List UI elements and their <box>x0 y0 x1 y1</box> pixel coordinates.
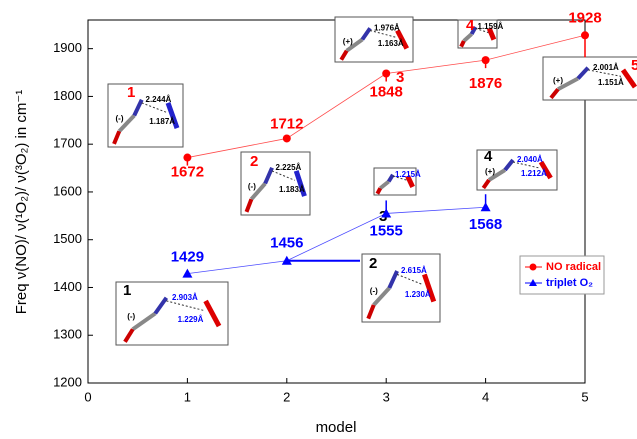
x-tick-label: 3 <box>383 389 390 404</box>
inset-label: 1.183Å <box>279 185 305 194</box>
y-tick-label: 1800 <box>53 88 82 103</box>
inset-label: 1.230Å <box>405 290 431 299</box>
inset-label: 1.151Å <box>598 78 624 87</box>
marker <box>581 31 589 39</box>
inset-label: 1.229Å <box>178 315 204 324</box>
data-label: 1555 <box>370 222 403 239</box>
inset-number: 2 <box>369 255 377 272</box>
y-tick-label: 1500 <box>53 231 82 246</box>
inset-number: 5 <box>631 57 637 74</box>
data-label: 1712 <box>270 115 303 132</box>
data-label: 1429 <box>171 249 204 266</box>
inset-label: 2.903Å <box>172 293 198 302</box>
inset-label: 2.615Å <box>401 266 427 275</box>
y-tick-label: 1200 <box>53 374 82 389</box>
inset-label: (+) <box>343 37 353 46</box>
x-axis-label: model <box>316 419 357 436</box>
inset-label: 1.212Å <box>521 169 547 178</box>
y-tick-label: 1300 <box>53 327 82 342</box>
marker <box>482 56 490 64</box>
data-label: 1848 <box>370 83 403 100</box>
series-line <box>187 207 485 273</box>
y-tick-label: 1700 <box>53 136 82 151</box>
inset-label: (-) <box>248 182 256 191</box>
y-axis-label: Freq ν(NO)/ ν(¹O₂)/ ν(³O₂) in cm⁻¹ <box>13 90 30 315</box>
inset-label: 1.163Å <box>378 39 404 48</box>
inset-bond <box>377 188 380 193</box>
inset-label: (-) <box>370 287 378 296</box>
inset-label: 2.040Å <box>517 155 543 164</box>
x-tick-label: 0 <box>84 389 91 404</box>
data-label: 1672 <box>171 164 204 181</box>
legend-marker <box>530 264 537 271</box>
data-label: 1568 <box>469 216 502 233</box>
marker <box>283 134 291 142</box>
inset-label: 1.976Å <box>374 23 400 32</box>
inset-label: 1.159Å <box>478 22 504 31</box>
inset-label: (+) <box>485 167 495 176</box>
inset-number: 4 <box>466 17 475 34</box>
marker <box>183 154 191 162</box>
inset-label: 1.187Å <box>149 117 175 126</box>
legend-label: NO radical <box>546 261 601 273</box>
data-label: 1456 <box>270 235 303 252</box>
x-tick-label: 1 <box>184 389 191 404</box>
marker <box>481 202 491 211</box>
legend-label: triplet O₂ <box>546 277 593 289</box>
page: {"chart_data": {"type": "line", "x_label… <box>0 0 637 439</box>
inset-label: 2.225Å <box>276 163 302 172</box>
x-tick-label: 2 <box>283 389 290 404</box>
inset-bond <box>461 41 464 47</box>
y-tick-label: 1900 <box>53 40 82 55</box>
inset-label: 2.001Å <box>593 63 619 72</box>
marker <box>382 69 390 77</box>
inset-number: 2 <box>250 153 258 170</box>
y-tick-label: 1400 <box>53 279 82 294</box>
inset-label: (+) <box>553 76 563 85</box>
inset-label: (-) <box>127 312 135 321</box>
inset-number: 4 <box>484 148 493 165</box>
x-tick-label: 4 <box>482 389 489 404</box>
data-label: 1876 <box>469 75 502 92</box>
data-label: 1928 <box>568 9 601 26</box>
chart: model Freq ν(NO)/ ν(¹O₂)/ ν(³O₂) in cm⁻¹… <box>0 0 637 439</box>
inset-number: 1 <box>123 282 131 299</box>
y-tick-label: 1600 <box>53 183 82 198</box>
inset-number: 1 <box>127 84 135 101</box>
inset-label: 2.244Å <box>146 95 172 104</box>
inset-label: 1.215Å <box>395 170 421 179</box>
inset-label: (-) <box>116 114 124 123</box>
x-tick-label: 5 <box>581 389 588 404</box>
